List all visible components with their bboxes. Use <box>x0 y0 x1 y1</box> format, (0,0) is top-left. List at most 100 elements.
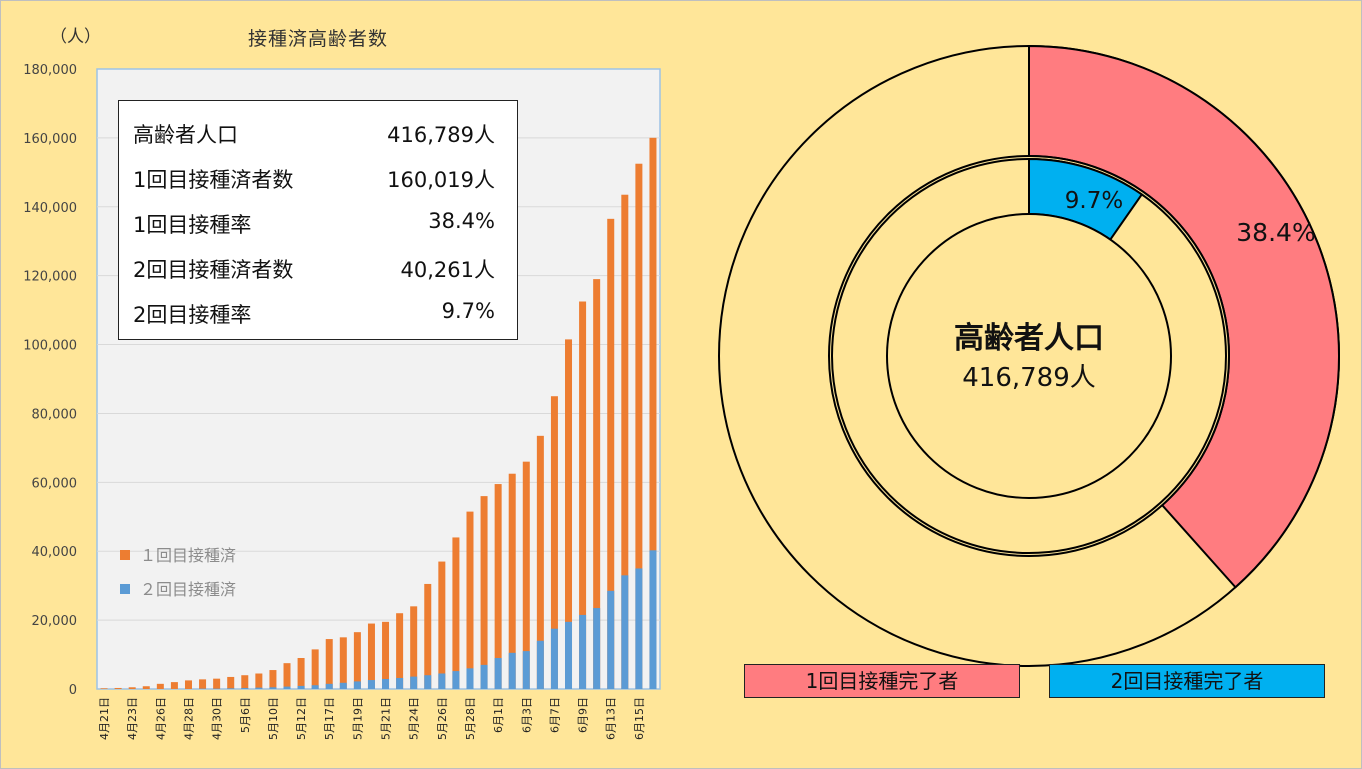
legend-label: ２回目接種済 <box>140 580 236 599</box>
bar-second-dose <box>565 621 573 689</box>
x-tick-label: 5月10日 <box>267 697 280 740</box>
x-tick-label: 5月26日 <box>436 697 449 740</box>
legend-swatch <box>120 584 130 594</box>
bar-first-dose <box>255 673 263 689</box>
bar-second-dose <box>367 680 375 689</box>
bar-first-dose <box>114 687 122 689</box>
bar-second-dose <box>227 688 235 689</box>
bar-first-dose <box>269 670 277 689</box>
bar-second-dose <box>283 686 291 689</box>
x-tick-label: 5月6日 <box>239 697 252 733</box>
bar-first-dose <box>410 606 418 689</box>
x-tick-label: 6月7日 <box>548 697 561 733</box>
info-row-second-dose-rate: 2回目接種率 9.7% <box>133 299 495 329</box>
x-tick-label: 6月9日 <box>577 697 590 733</box>
bar-first-dose <box>128 687 136 689</box>
x-tick-label: 5月19日 <box>351 697 364 740</box>
bar-first-dose <box>297 658 305 689</box>
bar-second-dose <box>607 590 615 689</box>
x-tick-label: 4月21日 <box>98 697 111 740</box>
x-tick-label: 4月23日 <box>126 697 139 740</box>
bar-first-dose <box>649 137 657 690</box>
bar-first-dose <box>184 680 192 689</box>
bar-second-dose <box>522 651 530 689</box>
bar-second-dose <box>396 677 404 689</box>
x-tick-label: 5月28日 <box>464 697 477 740</box>
x-tick-label: 4月28日 <box>182 697 195 740</box>
bar-second-dose <box>241 687 249 689</box>
x-tick-label: 6月3日 <box>520 697 533 733</box>
info-row-first-dose-rate: 1回目接種率 38.4% <box>133 209 495 239</box>
bar-second-dose <box>297 685 305 689</box>
donut-legend-second-dose: 2回目接種完了者 <box>1049 664 1325 698</box>
bar-second-dose <box>579 614 587 689</box>
donut-legend-first-dose: 1回目接種完了者 <box>744 664 1020 698</box>
bar-second-dose <box>438 673 446 689</box>
bar-first-dose <box>142 686 150 689</box>
x-tick-label: 5月12日 <box>295 697 308 740</box>
donut-center <box>886 213 1172 499</box>
y-tick-label: 100,000 <box>23 339 77 354</box>
bar-first-dose <box>522 461 530 689</box>
bar-first-dose <box>607 218 615 690</box>
bar-first-dose <box>565 339 573 689</box>
bar-first-dose <box>311 649 319 689</box>
bar-first-dose <box>156 683 164 689</box>
y-tick-label: 80,000 <box>32 407 78 422</box>
x-tick-label: 4月26日 <box>154 697 167 740</box>
bar-first-dose <box>213 678 221 689</box>
bar-first-dose <box>536 435 544 689</box>
bar-second-dose <box>649 550 657 689</box>
bar-second-dose <box>311 685 319 689</box>
y-tick-label: 60,000 <box>32 476 78 491</box>
bar-first-dose <box>170 682 178 689</box>
y-tick-label: 160,000 <box>23 132 77 147</box>
bar-first-dose <box>550 396 558 689</box>
bar-first-dose <box>621 194 629 689</box>
info-label: 2回目接種率 <box>133 303 252 327</box>
bar-first-dose <box>325 639 333 689</box>
bar-first-dose <box>466 511 474 689</box>
bar-second-dose <box>269 687 277 689</box>
bar-first-dose <box>283 663 291 689</box>
info-row-second-dose-count: 2回目接種済者数 40,261人 <box>133 254 495 284</box>
bar-second-dose <box>621 575 629 689</box>
legend-swatch <box>120 550 130 560</box>
bar-first-dose <box>199 679 207 689</box>
info-value: 9.7% <box>441 299 495 323</box>
bar-first-dose <box>353 632 361 689</box>
y-tick-label: 0 <box>69 683 77 698</box>
info-label: 2回目接種済者数 <box>133 258 294 282</box>
bar-first-dose <box>635 163 643 689</box>
x-tick-label: 5月21日 <box>380 697 393 740</box>
info-label: 1回目接種率 <box>133 213 252 237</box>
bar-second-dose <box>339 682 347 689</box>
bar-second-dose <box>635 568 643 689</box>
bar-first-dose <box>593 279 601 689</box>
bar-second-dose <box>494 658 502 689</box>
donut-center-title: 高齢者人口 <box>954 321 1104 356</box>
info-value: 38.4% <box>428 209 495 233</box>
bar-second-dose <box>452 671 460 689</box>
x-tick-label: 4月30日 <box>211 697 224 740</box>
bar-second-dose <box>550 628 558 689</box>
info-row-elderly-population: 高齢者人口 416,789人 <box>133 119 495 149</box>
bar-second-dose <box>255 687 263 689</box>
bar-second-dose <box>536 640 544 689</box>
bar-second-dose <box>382 679 390 689</box>
bar-first-dose <box>452 537 460 689</box>
bar-first-dose <box>227 676 235 689</box>
x-tick-label: 6月13日 <box>605 697 618 740</box>
info-box: 高齢者人口 416,789人 1回目接種済者数 160,019人 1回目接種率 … <box>118 100 518 340</box>
bar-first-dose <box>424 583 432 689</box>
y-tick-label: 40,000 <box>32 545 78 560</box>
x-tick-label: 5月17日 <box>323 697 336 740</box>
info-label: 1回目接種済者数 <box>133 168 294 192</box>
info-value: 160,019人 <box>387 168 495 192</box>
y-tick-label: 180,000 <box>23 63 77 78</box>
inner-pct-label: 9.7% <box>1065 188 1123 214</box>
bar-first-dose <box>382 621 390 689</box>
bar-second-dose <box>508 652 516 689</box>
bar-second-dose <box>466 668 474 689</box>
x-tick-label: 6月1日 <box>492 697 505 733</box>
